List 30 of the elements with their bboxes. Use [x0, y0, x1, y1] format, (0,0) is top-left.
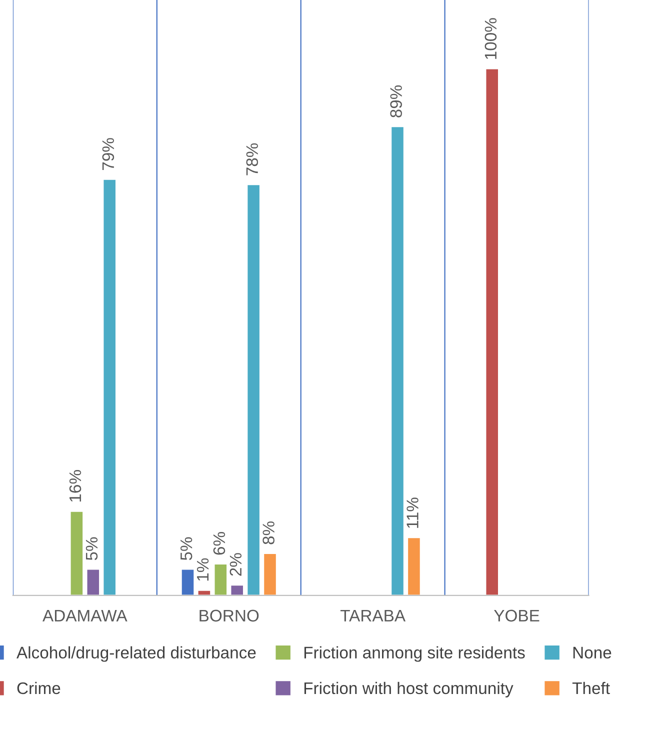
data-label: 11% [406, 498, 418, 528]
data-label: 89% [390, 85, 402, 118]
legend-label: Alcohol/drug-related disturbance [16, 646, 256, 662]
bar [213, 563, 228, 596]
data-label: 78% [246, 143, 258, 176]
x-tick-label: ADAMAWA [42, 610, 128, 622]
bar [69, 510, 84, 596]
legend-label: None [573, 646, 612, 659]
data-label: 6% [213, 532, 226, 555]
legend-label: Crime [17, 682, 60, 694]
x-tick-label: YOBE [494, 610, 540, 622]
data-label: 5% [180, 537, 192, 560]
legend-label: Theft [572, 682, 610, 694]
x-tick-label: TARABA [340, 610, 406, 622]
legend-label: Friction with host community [304, 682, 514, 698]
bar [230, 584, 244, 596]
bar [180, 568, 196, 596]
legend-label: Friction anmong site residents [304, 646, 525, 662]
data-label: 100% [484, 18, 497, 59]
bar [102, 178, 117, 596]
data-label: 8% [262, 521, 274, 544]
data-label: 2% [230, 553, 242, 576]
bar [196, 589, 212, 596]
data-label: 16% [69, 470, 82, 502]
data-label: 5% [86, 537, 98, 560]
data-label: 1% [196, 558, 209, 581]
data-label: 79% [102, 138, 114, 170]
bar [86, 568, 100, 596]
bar [484, 68, 500, 596]
x-tick-label: BORNO [200, 610, 259, 622]
